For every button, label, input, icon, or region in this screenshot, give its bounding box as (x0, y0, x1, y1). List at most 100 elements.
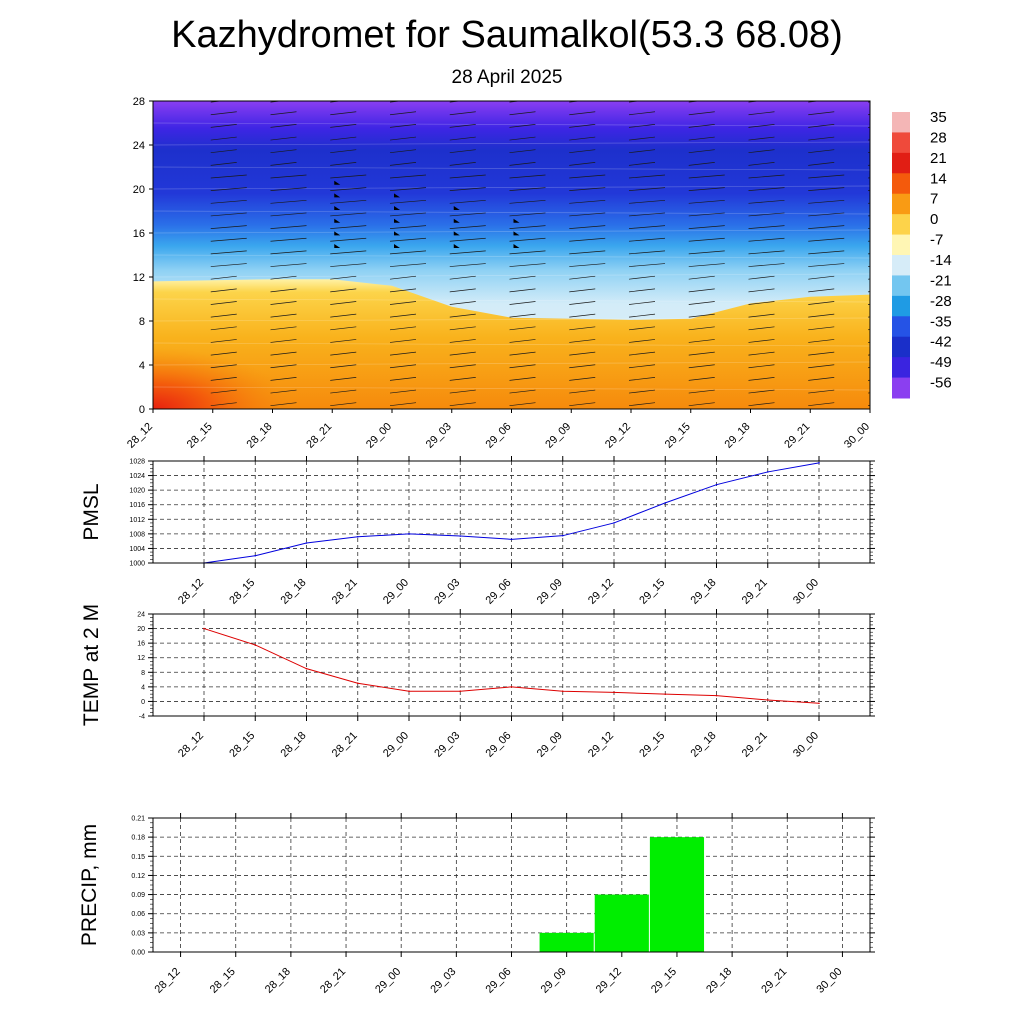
ytick-label: 12 (137, 655, 145, 662)
colorbar-label: 28 (930, 129, 947, 146)
wind-barb (867, 114, 870, 116)
wind-pennant (453, 231, 460, 236)
wind-barb (210, 364, 237, 369)
wind-barb (808, 250, 845, 255)
wind-barb (867, 392, 870, 394)
wind-barb (509, 225, 546, 229)
wind-barb (330, 377, 357, 381)
wind-barb (808, 111, 835, 116)
wind-barb (628, 402, 656, 407)
data-point (510, 686, 513, 688)
wind-barb (509, 389, 536, 394)
wind-barb (867, 379, 870, 381)
wind-barb (628, 377, 656, 381)
xtick-label: 30_00 (791, 577, 821, 607)
wind-pennant (513, 244, 520, 248)
xtick-label: 29_06 (484, 577, 514, 607)
heatmap-ytick-label: 20 (133, 184, 145, 196)
heatmap-ytick-label: 16 (133, 228, 145, 240)
wind-barb-column (509, 101, 546, 407)
contour-line (153, 273, 870, 278)
wind-barb (330, 389, 357, 394)
xtick-label: 29_15 (637, 577, 667, 607)
wind-barb (449, 174, 486, 179)
colorbar-swatch (892, 132, 910, 154)
wind-barb (808, 402, 835, 407)
wind-barb (748, 313, 775, 318)
wind-barb (389, 313, 417, 318)
chart-subtitle: 28 April 2025 (452, 67, 563, 88)
heatmap-xtick-label: 30_00 (842, 421, 872, 451)
wind-barb (210, 124, 237, 128)
colorbar-label: 0 (930, 211, 938, 228)
ytick-label: 1024 (129, 473, 145, 480)
precip-panel: 0.00 0.03 0.06 0.09 0.12 0.15 0.18 0.21 28_12 28_… (78, 813, 875, 996)
wind-barb (748, 250, 785, 255)
wind-barb (748, 149, 775, 154)
xtick-label: 28_21 (330, 730, 360, 760)
ytick-label: 1012 (129, 517, 145, 524)
data-point (408, 533, 410, 535)
colorbar-swatch (892, 377, 910, 399)
wind-barb (389, 301, 417, 305)
wind-barb (808, 187, 845, 191)
wind-barb (867, 354, 870, 356)
wind-barb (330, 275, 357, 280)
data-point (818, 462, 820, 464)
wind-barb (449, 351, 476, 356)
wind-barb (628, 212, 666, 217)
wind-barb (748, 326, 775, 331)
colorbar-swatch (892, 255, 910, 276)
wind-barb (688, 402, 715, 407)
data-point (510, 538, 513, 541)
wind-barb (748, 101, 762, 103)
ytick-label: 0.09 (131, 892, 145, 899)
wind-barb (688, 377, 715, 381)
xtick-label: 29_18 (704, 966, 734, 996)
ytick-label: 0.12 (131, 873, 145, 880)
wind-barb (509, 326, 536, 331)
wind-barb (688, 313, 715, 318)
wind-pennant (334, 180, 341, 185)
wind-pennant (394, 244, 400, 248)
wind-barb (808, 313, 835, 318)
ytick-label: 4 (141, 684, 145, 691)
wind-barb (210, 162, 237, 166)
wind-barb (330, 162, 357, 166)
wind-barb (330, 339, 357, 343)
wind-barb (808, 351, 835, 356)
contour-line (153, 166, 870, 171)
wind-barb (509, 136, 536, 141)
wind-pennant (334, 206, 341, 211)
wind-barb-column (688, 101, 725, 407)
wind-barb (509, 237, 546, 242)
data-point (203, 627, 205, 630)
xtick-label: 30_00 (791, 730, 821, 760)
xtick-label: 29_09 (535, 730, 565, 760)
wind-barb (270, 162, 297, 166)
bar (649, 837, 705, 952)
wind-barb (210, 136, 237, 141)
wind-barb (509, 111, 536, 116)
wind-barb (808, 263, 845, 267)
wind-barb (509, 351, 536, 356)
colorbar-label: 14 (930, 170, 947, 187)
wind-barb (509, 124, 536, 128)
wind-barb-column (569, 101, 606, 407)
heatmap-panel: 0 4 8 12 16 20 24 28 28_12 28_15 28_18 28_21 29_00 29… (125, 96, 872, 451)
wind-barb (688, 389, 715, 394)
colorbar-label: 35 (930, 109, 947, 126)
wind-barb (270, 402, 297, 407)
xtick-label: 29_09 (535, 577, 565, 607)
wind-barb (210, 377, 237, 381)
wind-barb (628, 339, 656, 343)
wind-barb (748, 136, 775, 141)
wind-barb (210, 313, 237, 318)
data-point (254, 644, 257, 646)
xtick-label: 29_18 (689, 730, 719, 760)
wind-barb (330, 263, 367, 267)
wind-barb (748, 225, 785, 229)
wind-barb (808, 136, 835, 141)
wind-barb (509, 339, 536, 343)
wind-barb (569, 263, 606, 267)
